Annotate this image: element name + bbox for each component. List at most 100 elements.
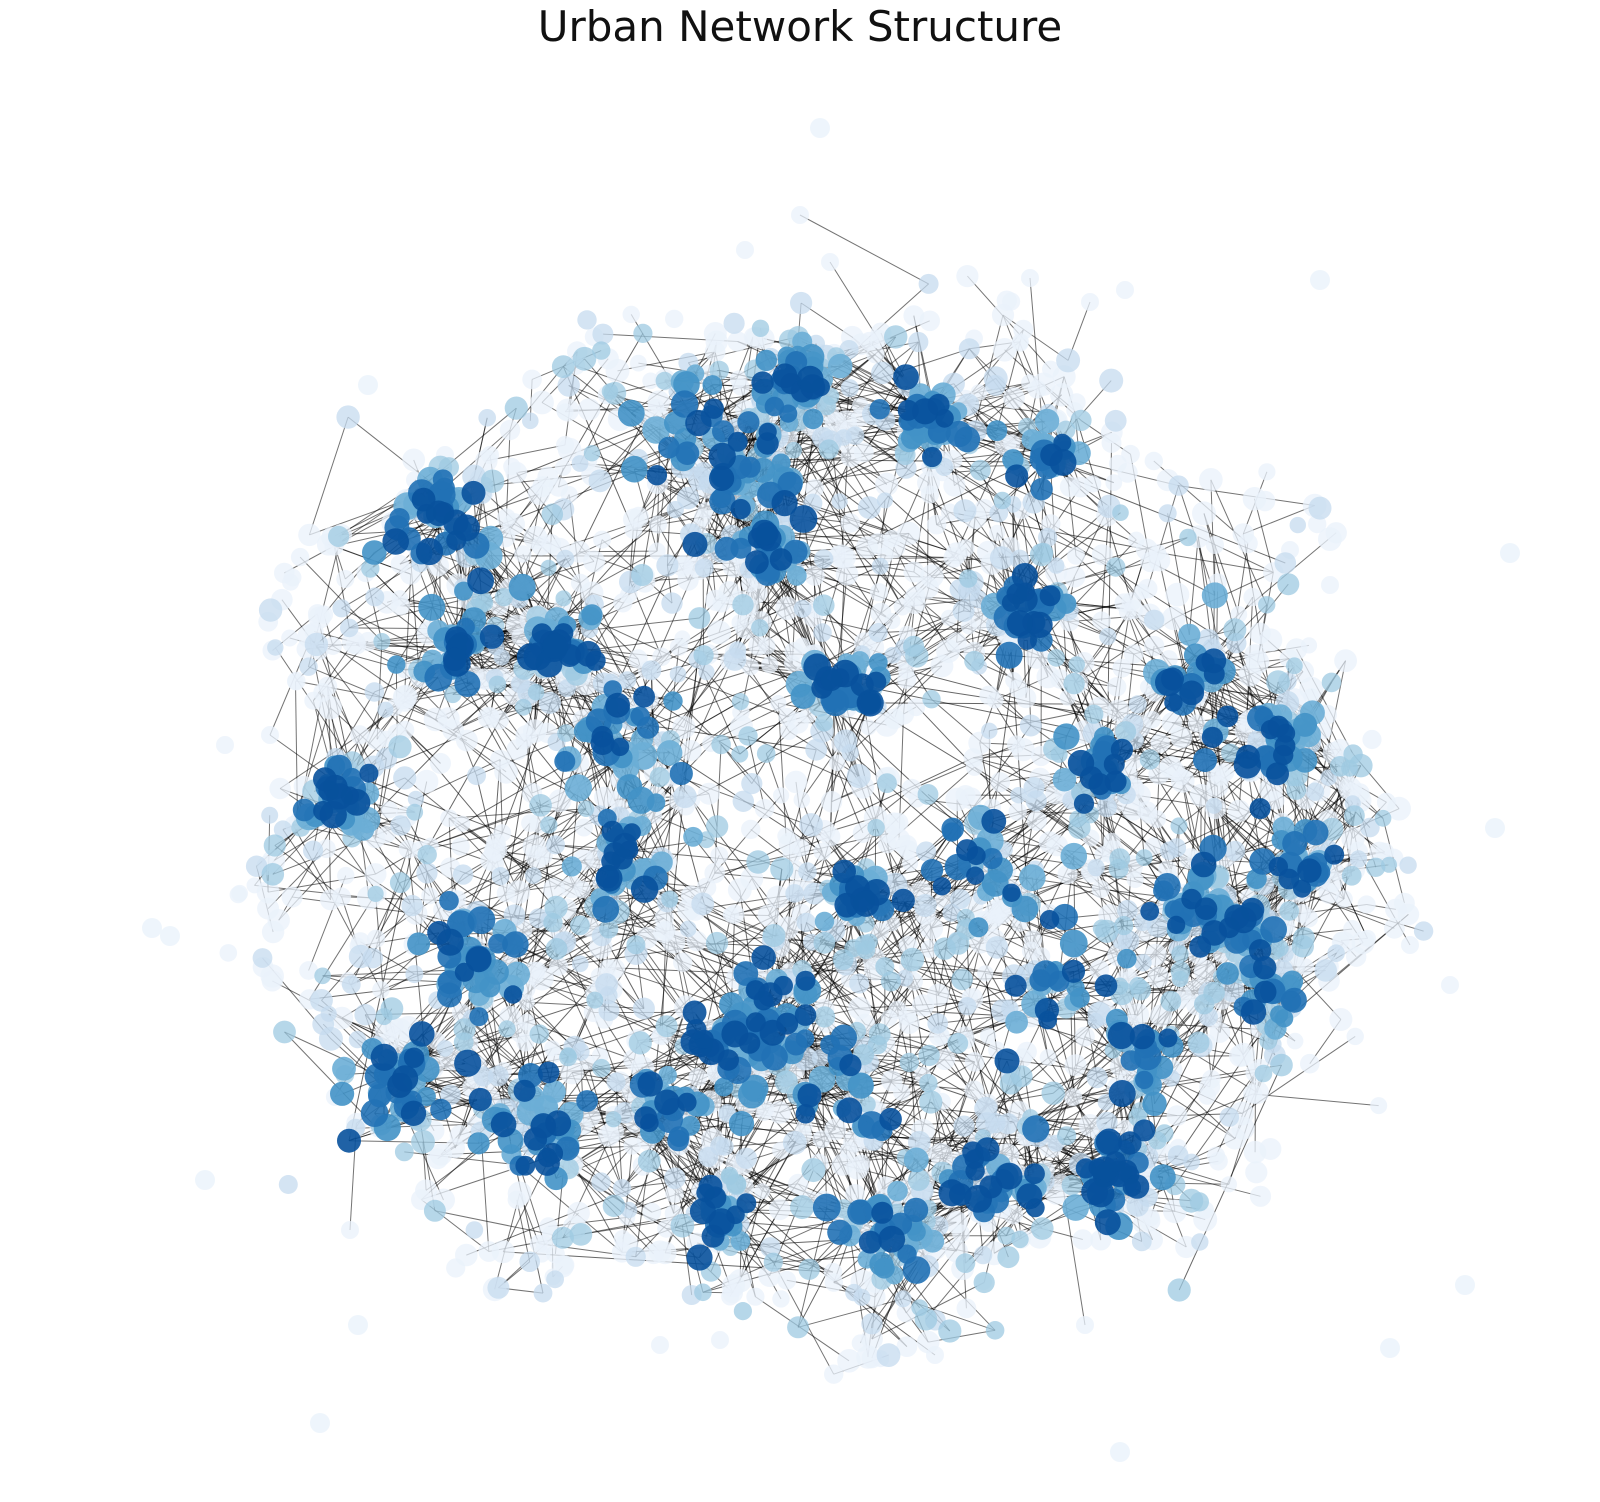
network-edge — [542, 664, 581, 764]
network-edge — [365, 572, 383, 642]
network-edge — [268, 873, 376, 893]
network-node — [703, 322, 727, 345]
network-edge — [351, 941, 451, 986]
network-edge — [957, 923, 1020, 1044]
network-node — [1238, 663, 1262, 687]
network-edge — [404, 1151, 526, 1167]
network-edge — [1157, 552, 1274, 573]
network-edge — [703, 914, 732, 1040]
network-node — [1105, 474, 1123, 491]
network-node — [974, 498, 995, 519]
network-node — [956, 265, 979, 288]
network-node — [957, 539, 975, 557]
chart-title: Urban Network Structure — [537, 2, 1063, 51]
network-node — [555, 459, 572, 476]
network-edge — [1191, 692, 1240, 812]
network-node — [1243, 587, 1262, 607]
network-node — [770, 695, 787, 712]
network-node — [440, 809, 458, 828]
network-edge — [578, 417, 646, 553]
network-edge — [1040, 539, 1137, 641]
network-node — [1013, 319, 1034, 340]
network-edge — [821, 730, 864, 834]
network-node — [980, 1027, 997, 1044]
network-node — [630, 354, 647, 372]
nodes-layer — [142, 118, 1520, 1462]
network-edge — [526, 1001, 644, 1009]
network-edge — [905, 1205, 991, 1314]
network-edge — [786, 1279, 854, 1294]
network-node — [350, 725, 370, 745]
network-node — [593, 530, 612, 549]
network-node — [990, 772, 1011, 793]
network-node — [522, 369, 542, 390]
network-node — [544, 1040, 561, 1057]
network-node — [1335, 890, 1353, 908]
network-node — [1249, 1185, 1272, 1207]
network-edge — [1055, 1143, 1086, 1326]
network-edge — [989, 920, 1120, 956]
network-node — [860, 719, 877, 736]
network-node — [698, 782, 720, 805]
network-edge — [282, 829, 331, 901]
network-node — [1005, 672, 1022, 689]
network-edge — [860, 1101, 932, 1165]
network-edge — [1002, 314, 1069, 361]
network-edge — [647, 670, 722, 745]
network-node — [881, 1009, 898, 1027]
network-edge — [348, 781, 428, 1141]
network-node — [1198, 1087, 1216, 1105]
network-node — [754, 798, 775, 819]
network-edge — [628, 849, 759, 863]
network-edge — [279, 734, 361, 789]
network-edge — [452, 680, 567, 731]
network-node — [1258, 463, 1276, 481]
network-node — [1117, 462, 1138, 483]
network-node — [560, 1060, 584, 1085]
network-node — [934, 890, 953, 909]
network-edge — [558, 966, 601, 1057]
network-node — [1206, 1146, 1226, 1165]
network-edge — [1254, 498, 1274, 573]
network-node — [766, 885, 790, 909]
network-node — [920, 485, 940, 504]
network-edge — [1302, 892, 1395, 929]
network-edge — [1167, 513, 1190, 635]
network-node — [919, 310, 940, 332]
network-edge — [952, 426, 1028, 461]
network-edge — [797, 1298, 904, 1328]
network-edge — [292, 896, 417, 914]
network-node — [398, 839, 418, 859]
network-edge — [1188, 536, 1199, 635]
network-node — [281, 886, 303, 908]
network-edge — [1252, 1093, 1379, 1107]
network-node — [996, 290, 1017, 311]
network-edge — [523, 706, 817, 751]
network-edge — [613, 1118, 936, 1356]
network-node — [707, 620, 732, 645]
network-node — [380, 801, 398, 819]
network-node — [549, 956, 569, 976]
network-edge — [826, 405, 1159, 553]
network-node — [364, 863, 387, 886]
network-node — [1091, 880, 1110, 899]
network-edge — [558, 447, 670, 488]
network-node — [1050, 383, 1074, 407]
network-node — [1074, 1026, 1095, 1047]
network-edge — [341, 607, 445, 660]
network-node — [454, 815, 471, 832]
network-node — [575, 818, 593, 837]
network-node — [741, 819, 761, 840]
network-node — [1199, 468, 1223, 492]
network-node — [824, 1118, 847, 1141]
network-node — [903, 561, 925, 583]
network-node — [1107, 677, 1127, 697]
network-node — [1067, 546, 1085, 565]
network-node — [673, 952, 693, 972]
network-node — [870, 602, 892, 624]
network-edge — [1147, 485, 1180, 589]
network-edge — [1070, 1001, 1074, 1098]
network-edge — [1089, 814, 1170, 880]
network-edge — [308, 416, 349, 536]
